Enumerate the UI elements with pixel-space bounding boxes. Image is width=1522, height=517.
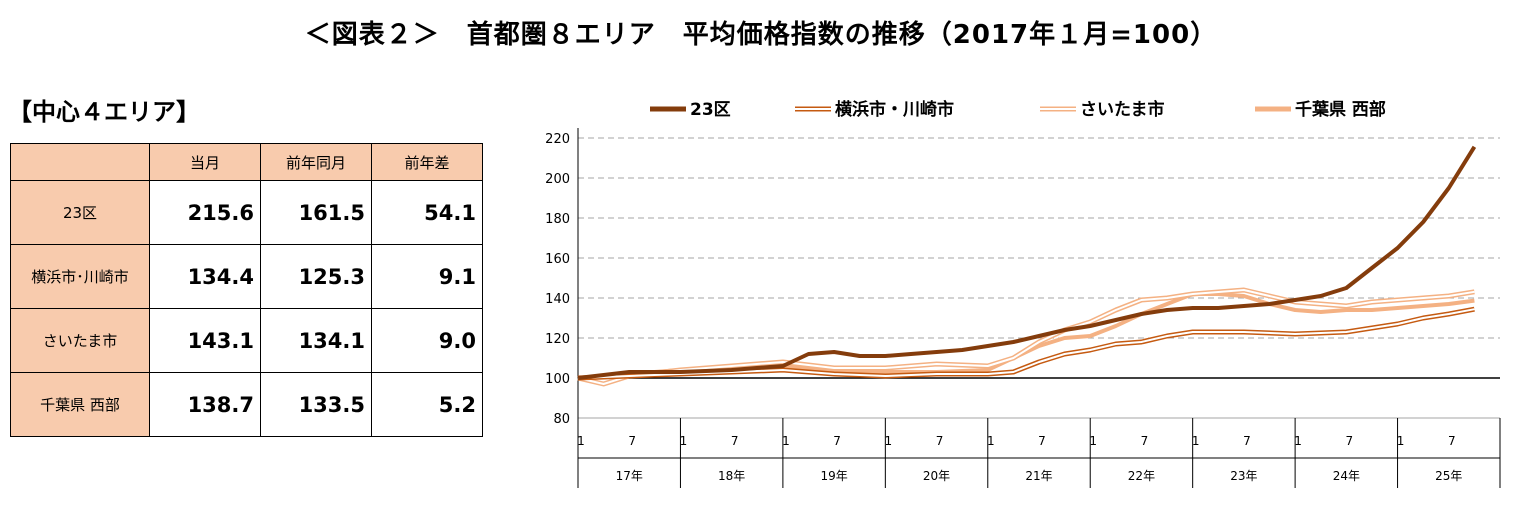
table-row: 千葉県 西部 138.7 133.5 5.2: [10, 372, 483, 437]
table-row: 23区 215.6 161.5 54.1: [10, 180, 483, 245]
diff-value: 9.0: [371, 308, 483, 373]
series-line-2-inner: [577, 289, 1475, 385]
legend-label: 千葉県 西部: [1295, 99, 1386, 120]
prev-year-value: 133.5: [260, 372, 372, 437]
x-tick-label: 7: [628, 434, 636, 448]
series-line-1-inner: [577, 308, 1475, 379]
x-tick-label: 7: [833, 434, 841, 448]
x-tick-label: 1: [782, 434, 790, 448]
x-tick-label: 1: [577, 434, 585, 448]
x-tick-label: 1: [1397, 434, 1405, 448]
x-tick-label: 7: [1141, 434, 1149, 448]
y-tick-label: 180: [545, 212, 570, 227]
table-header-prev-year: 前年同月: [260, 143, 372, 181]
prev-year-value: 134.1: [260, 308, 372, 373]
row-label: 横浜市･川崎市: [10, 244, 150, 309]
x-tick-label: 7: [731, 434, 739, 448]
year-label: 23年: [1230, 469, 1257, 483]
year-label: 20年: [923, 469, 950, 483]
year-label: 18年: [718, 469, 745, 483]
x-tick-label: 7: [936, 434, 944, 448]
year-label: 21年: [1025, 469, 1052, 483]
diff-value: 54.1: [371, 180, 483, 245]
current-value: 215.6: [149, 180, 261, 245]
y-tick-label: 220: [545, 132, 570, 147]
legend-label: 横浜市・川崎市: [835, 99, 954, 120]
section-title: 【中心４エリア】: [8, 98, 200, 126]
x-axis: 1 7 17年 1 7 18年 1 7 19年 1 7 20年 1 7 21年 1 7 22年 1 7 23年 1 7 24年…: [577, 418, 1501, 488]
x-tick-label: 1: [885, 434, 893, 448]
y-tick-label: 100: [545, 372, 570, 387]
table-header-current: 当月: [149, 143, 261, 181]
table-header-row: 当月 前年同月 前年差: [10, 143, 483, 181]
x-tick-label: 7: [1448, 434, 1456, 448]
x-tick-label: 7: [1346, 434, 1354, 448]
year-label: 25年: [1435, 469, 1462, 483]
table-header-blank: [10, 143, 150, 181]
series-line-3: [577, 292, 1475, 380]
row-label: さいたま市: [10, 308, 150, 373]
series-line-0: [577, 145, 1477, 380]
chart-series: [577, 145, 1477, 387]
table-row: 横浜市･川崎市 134.4 125.3 9.1: [10, 244, 483, 309]
chart-title: ＜図表２＞ 首都圏８エリア 平均価格指数の推移（2017年１月=100）: [304, 20, 1218, 50]
y-tick-label: 160: [545, 252, 570, 267]
current-value: 134.4: [149, 244, 261, 309]
legend-label: さいたま市: [1080, 99, 1165, 120]
prev-year-value: 161.5: [260, 180, 372, 245]
y-tick-label: 120: [545, 332, 570, 347]
x-tick-label: 1: [987, 434, 995, 448]
current-value: 143.1: [149, 308, 261, 373]
x-tick-label: 1: [1192, 434, 1200, 448]
year-label: 24年: [1333, 469, 1360, 483]
table-header-diff: 前年差: [371, 143, 483, 181]
line-chart: 23区 横浜市・川崎市 さいたま市 千葉県 西部 80 100 120 140 160 180 2…: [545, 99, 1501, 488]
x-tick-label: 7: [1038, 434, 1046, 448]
y-axis: 80 100 120 140 160 180 200 220: [545, 128, 579, 427]
diff-value: 9.1: [371, 244, 483, 309]
y-tick-label: 80: [553, 412, 570, 427]
table-row: さいたま市 143.1 134.1 9.0: [10, 308, 483, 373]
year-label: 17年: [616, 469, 643, 483]
y-tick-label: 140: [545, 292, 570, 307]
year-label: 19年: [820, 469, 847, 483]
x-tick-label: 1: [680, 434, 688, 448]
row-label: 千葉県 西部: [10, 372, 150, 437]
summary-table: 当月 前年同月 前年差 23区 215.6 161.5 54.1 横浜市･川崎市…: [10, 143, 483, 437]
current-value: 138.7: [149, 372, 261, 437]
diff-value: 5.2: [371, 372, 483, 437]
y-tick-label: 200: [545, 172, 570, 187]
legend-label: 23区: [690, 100, 731, 120]
year-label: 22年: [1128, 469, 1155, 483]
chart-legend: 23区 横浜市・川崎市 さいたま市 千葉県 西部: [650, 99, 1386, 120]
x-tick-label: 7: [1243, 434, 1251, 448]
x-tick-label: 1: [1294, 434, 1302, 448]
prev-year-value: 125.3: [260, 244, 372, 309]
row-label: 23区: [10, 180, 150, 245]
x-tick-label: 1: [1089, 434, 1097, 448]
